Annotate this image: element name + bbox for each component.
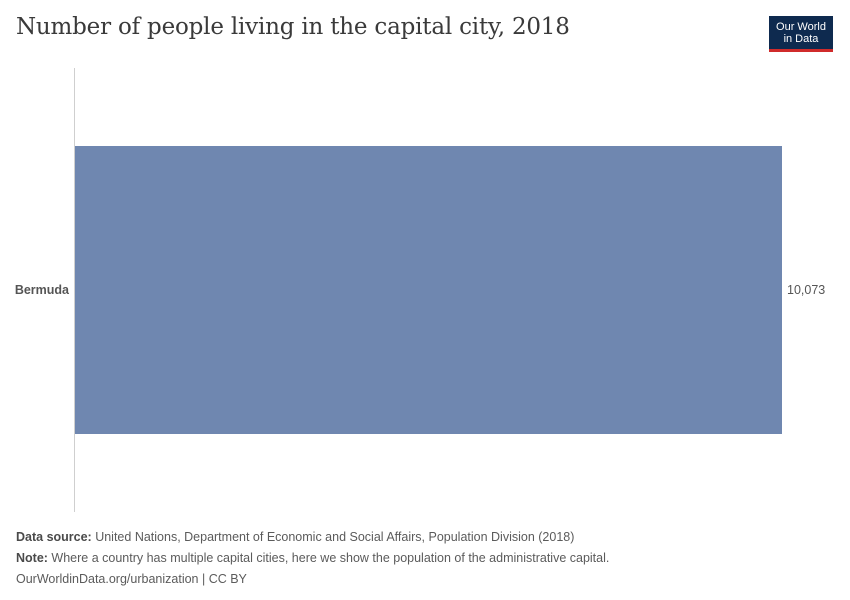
bar-chart: Bermuda 10,073 <box>15 68 825 512</box>
note-line: Note: Where a country has multiple capit… <box>16 548 609 569</box>
credit-line[interactable]: OurWorldinData.org/urbanization | CC BY <box>16 572 247 586</box>
chart-title: Number of people living in the capital c… <box>16 14 570 40</box>
logo-line-2: in Data <box>783 32 819 45</box>
note-text: Where a country has multiple capital cit… <box>47 551 610 565</box>
logo-line-1: Our World <box>776 20 826 33</box>
value-label: 10,073 <box>787 283 825 297</box>
chart-footer: Data source: United Nations, Department … <box>16 527 609 590</box>
category-label: Bermuda <box>15 283 70 297</box>
source-label: Data source: <box>16 530 92 544</box>
bar <box>74 146 782 434</box>
source-text: United Nations, Department of Economic a… <box>91 530 575 544</box>
note-label: Note: <box>16 551 48 565</box>
source-line: Data source: United Nations, Department … <box>16 527 609 548</box>
owid-logo[interactable]: Our World in Data <box>769 16 833 52</box>
